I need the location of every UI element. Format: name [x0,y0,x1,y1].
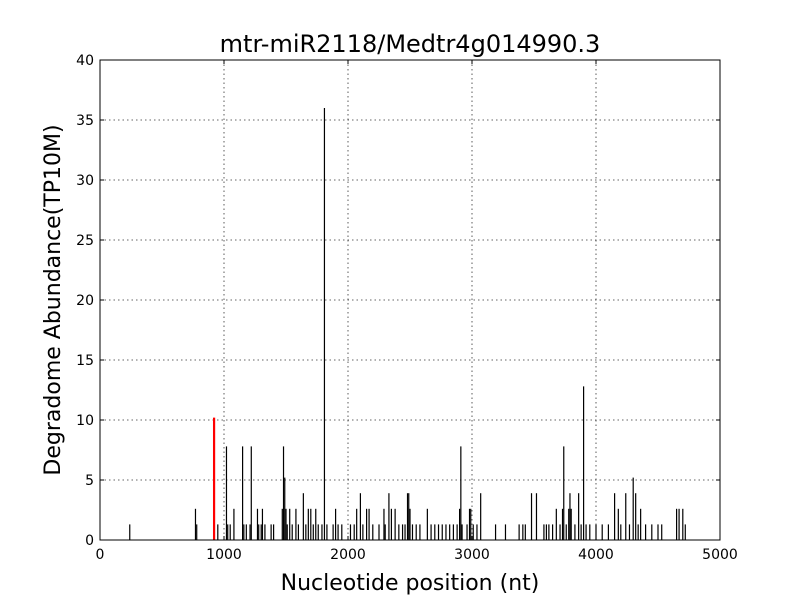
grid-lines [100,60,720,540]
y-tick-label: 20 [76,293,94,309]
x-tick-label: 5000 [702,547,738,563]
y-tick-label: 0 [85,533,94,549]
y-tick-label: 10 [76,413,94,429]
y-tick-label: 30 [76,173,94,189]
y-tick-label: 5 [85,473,94,489]
y-tick-label: 35 [76,113,94,129]
x-tick-label: 2000 [330,547,366,563]
x-tick-label: 4000 [578,547,614,563]
y-axis-label: Degradome Abundance(TP10M) [41,124,66,475]
chart-title: mtr-miR2118/Medtr4g014990.3 [220,30,601,58]
x-tick-label: 0 [96,547,105,563]
axis-ticks: 0 1000 2000 3000 4000 5000 0 5 10 15 20 25 30 35 40 [76,53,738,563]
y-tick-label: 15 [76,353,94,369]
x-tick-label: 1000 [206,547,242,563]
bars [129,108,686,540]
y-tick-label: 25 [76,233,94,249]
x-axis-label: Nucleotide position (nt) [281,571,540,596]
y-tick-label: 40 [76,53,94,69]
x-tick-label: 3000 [454,547,490,563]
